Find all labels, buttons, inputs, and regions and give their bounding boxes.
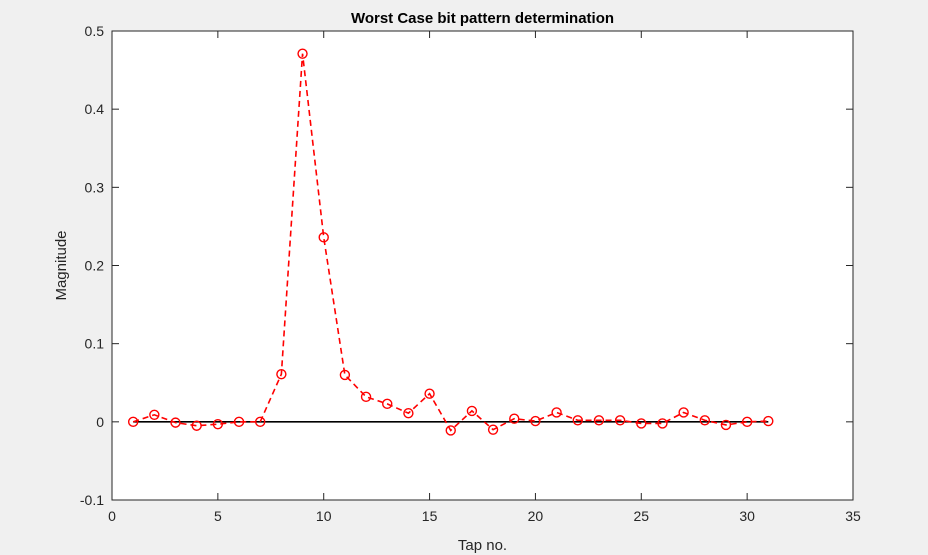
data-point [382, 398, 393, 410]
data-point [614, 415, 626, 426]
data-point [509, 413, 520, 424]
chart-title: Worst Case bit pattern determination [351, 10, 614, 27]
data-point [678, 407, 689, 418]
y-tick-label: 0.3 [85, 179, 105, 195]
data-point [212, 418, 224, 430]
x-axis-label: Tap no. [458, 537, 507, 554]
y-tick-label: 0.4 [85, 101, 105, 117]
data-point [339, 369, 351, 381]
data-point [127, 416, 139, 428]
x-tick-label: 30 [739, 508, 755, 524]
y-tick-label: 0 [96, 414, 104, 430]
data-point [530, 415, 541, 427]
data-point [572, 415, 583, 426]
data-point [318, 232, 329, 243]
data-point [763, 415, 774, 427]
x-tick-label: 25 [633, 508, 649, 524]
series-line [132, 53, 769, 432]
data-point [720, 419, 732, 431]
x-tick-label: 15 [422, 508, 438, 524]
plot-area [112, 31, 853, 500]
data-point [360, 391, 372, 403]
axes-box [111, 30, 854, 501]
y-tick-label: 0.1 [85, 336, 105, 352]
data-point [445, 425, 456, 436]
data-point [657, 418, 668, 429]
data-point [699, 415, 710, 426]
data-point [466, 405, 478, 417]
data-point [424, 388, 435, 399]
data-point [297, 48, 308, 59]
y-tick-label: 0.2 [85, 258, 105, 274]
data-point [276, 368, 287, 380]
data-point [741, 416, 753, 428]
data-point [551, 407, 562, 418]
y-axis-label: Magnitude [53, 230, 70, 300]
x-tick-label: 10 [316, 508, 332, 524]
data-point [636, 418, 647, 429]
y-tick-label: -0.1 [80, 492, 104, 508]
data-point [233, 416, 245, 428]
data-point [487, 424, 499, 435]
data-point [593, 415, 605, 426]
data-point [149, 409, 160, 420]
x-tick-label: 35 [845, 508, 861, 524]
data-point [403, 408, 414, 419]
x-tick-label: 5 [214, 508, 222, 524]
data-point [255, 416, 266, 428]
data-point [191, 420, 202, 431]
x-tick-label: 0 [108, 508, 116, 524]
x-tick-label: 20 [528, 508, 544, 524]
data-point [170, 417, 181, 428]
y-tick-label: 0.5 [85, 23, 105, 39]
